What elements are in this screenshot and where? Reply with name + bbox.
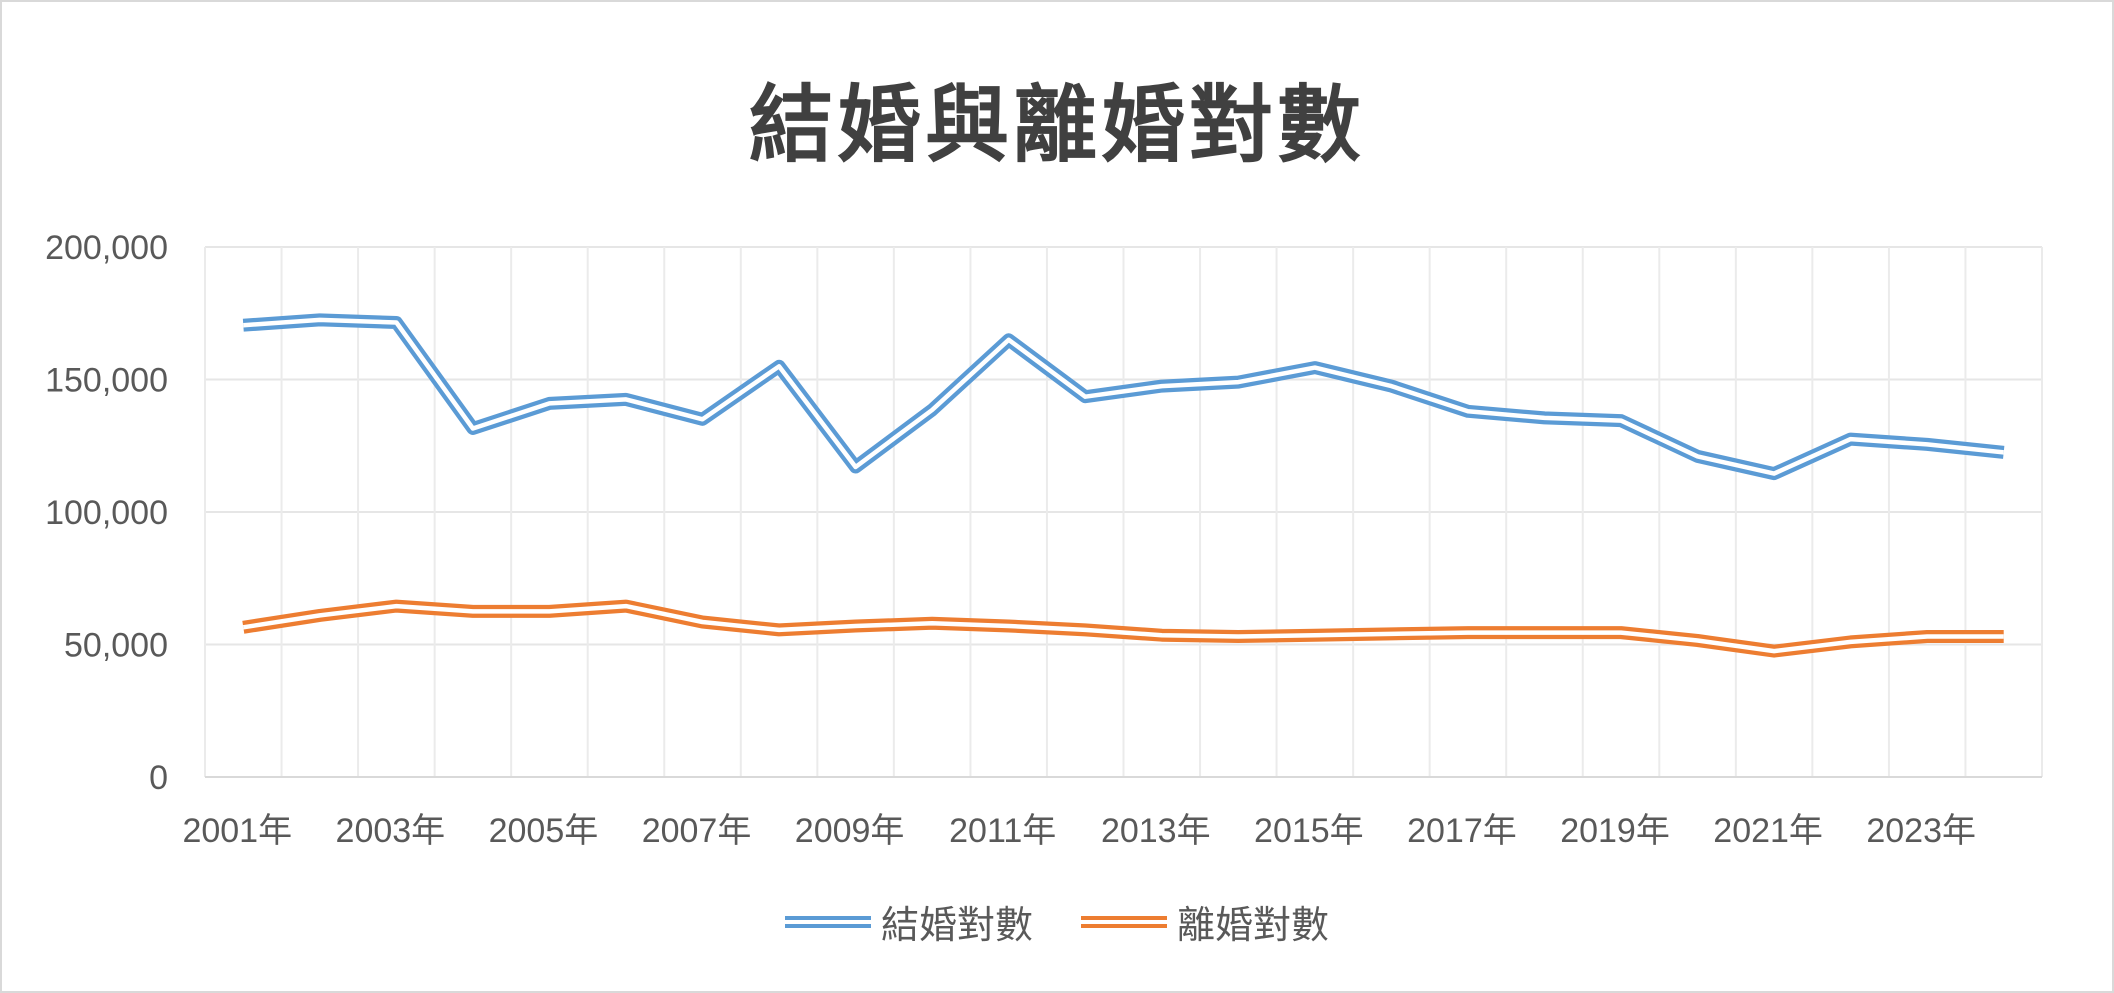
data-point — [1544, 632, 1545, 633]
data-point — [472, 611, 473, 612]
data-point — [1238, 636, 1239, 637]
y-tick-label: 200,000 — [45, 229, 168, 267]
x-tick-label: 2007年 — [642, 812, 752, 850]
legend-label-marriage: 結婚對數 — [880, 903, 1033, 947]
data-point — [1314, 367, 1315, 368]
data-point — [1161, 386, 1162, 387]
x-tick-label: 2001年 — [182, 812, 292, 850]
data-point — [1927, 636, 1928, 637]
data-point — [2003, 452, 2004, 453]
data-point — [1544, 417, 1545, 418]
x-tick-label: 2015年 — [1254, 812, 1364, 850]
data-point — [1008, 339, 1009, 340]
data-point — [1774, 651, 1775, 652]
series-path-inner — [243, 317, 2004, 476]
series-line-1 — [242, 599, 2004, 658]
data-point — [1850, 439, 1851, 440]
series-path-inner — [242, 603, 2004, 654]
data-point — [1621, 632, 1622, 633]
data-point — [1697, 456, 1698, 457]
data-point — [319, 319, 320, 320]
x-tick-label: 2021年 — [1713, 812, 1823, 850]
legend-swatch-divorce — [1081, 915, 1167, 929]
data-point — [243, 627, 244, 628]
data-point — [625, 399, 626, 400]
x-tick-label: 2013年 — [1101, 812, 1211, 850]
data-point — [1314, 635, 1315, 636]
data-point — [702, 419, 703, 420]
data-point — [549, 611, 550, 612]
x-tick-label: 2005年 — [489, 812, 599, 850]
data-point — [243, 325, 244, 326]
data-point — [1774, 473, 1775, 474]
legend: 結婚對數 離婚對數 — [0, 894, 2114, 949]
data-point — [1008, 625, 1009, 626]
series-line-0 — [242, 313, 2005, 481]
data-point — [319, 615, 320, 616]
data-point — [702, 621, 703, 622]
legend-label-divorce: 離婚對數 — [1177, 903, 1330, 947]
legend-item-divorce: 離婚對數 — [1081, 894, 1329, 949]
series-lines — [242, 313, 2005, 658]
x-tick-label: 2003年 — [336, 812, 446, 850]
data-point — [855, 466, 856, 467]
data-point — [1850, 641, 1851, 642]
y-axis-ticks: 0 50,000 100,000 150,000 200,000 — [45, 229, 168, 797]
x-axis-ticks: 2001年 2003年 2005年 2007年 2009年 2011年 2013年 2015年… — [182, 812, 1976, 850]
data-point — [396, 322, 397, 323]
y-tick-label: 50,000 — [64, 627, 168, 665]
x-tick-label: 2011年 — [949, 812, 1056, 850]
y-tick-label: 150,000 — [45, 362, 168, 400]
y-tick-label: 0 — [149, 759, 168, 797]
x-tick-label: 2009年 — [795, 812, 905, 850]
data-point — [1467, 632, 1468, 633]
data-point — [932, 623, 933, 624]
data-point — [1085, 396, 1086, 397]
data-point — [1161, 635, 1162, 636]
legend-item-marriage: 結婚對數 — [784, 894, 1033, 949]
data-point — [2003, 636, 2004, 637]
data-point — [779, 629, 780, 630]
data-point — [1391, 386, 1392, 387]
data-point — [932, 409, 933, 410]
data-point — [625, 606, 626, 607]
data-point — [1391, 633, 1392, 634]
data-point — [1085, 629, 1086, 630]
x-tick-label: 2019年 — [1560, 812, 1670, 850]
gridlines — [204, 246, 2043, 778]
x-tick-label: 2023年 — [1866, 812, 1976, 850]
data-point — [396, 606, 397, 607]
data-point — [1621, 420, 1622, 421]
data-point — [855, 625, 856, 626]
data-point — [1467, 411, 1468, 412]
data-point — [549, 403, 550, 404]
legend-swatch-marriage — [784, 915, 871, 929]
data-point — [1238, 382, 1239, 383]
data-point — [472, 428, 473, 429]
data-point — [1927, 444, 1928, 445]
x-tick-label: 2017年 — [1407, 812, 1517, 850]
y-tick-label: 100,000 — [45, 494, 168, 532]
data-point — [779, 366, 780, 367]
data-point — [1697, 640, 1698, 641]
chart-title: 結婚與離婚對數 — [748, 75, 1365, 174]
